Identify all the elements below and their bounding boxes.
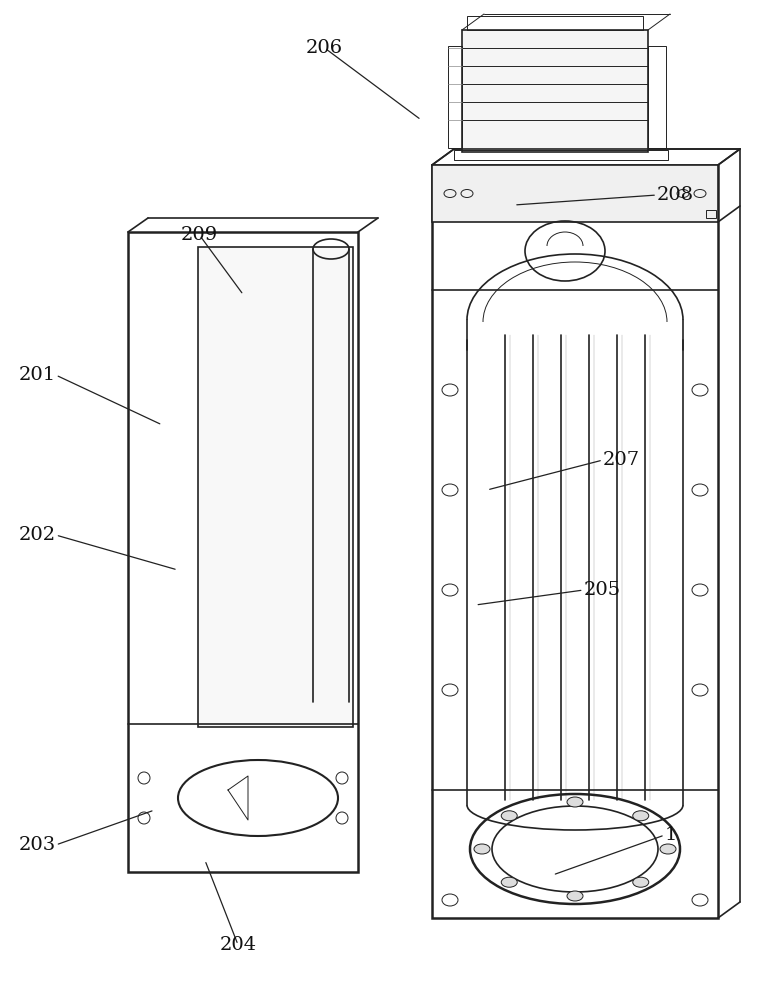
Bar bbox=[706, 210, 716, 218]
Polygon shape bbox=[228, 776, 248, 820]
Bar bbox=[448, 46, 462, 148]
Text: 207: 207 bbox=[603, 451, 640, 469]
Bar bbox=[467, 16, 643, 30]
Bar bbox=[128, 232, 358, 872]
Bar bbox=[432, 165, 718, 918]
Text: 1: 1 bbox=[665, 826, 677, 844]
Text: 208: 208 bbox=[657, 186, 694, 204]
Ellipse shape bbox=[567, 797, 583, 807]
Ellipse shape bbox=[474, 844, 490, 854]
Ellipse shape bbox=[501, 811, 517, 821]
Text: 202: 202 bbox=[19, 526, 56, 544]
Ellipse shape bbox=[501, 877, 517, 887]
Text: 203: 203 bbox=[19, 836, 56, 854]
Text: 204: 204 bbox=[220, 936, 257, 954]
Ellipse shape bbox=[633, 811, 649, 821]
Text: 206: 206 bbox=[306, 39, 343, 57]
Ellipse shape bbox=[633, 877, 649, 887]
Ellipse shape bbox=[660, 844, 676, 854]
Bar bbox=[432, 165, 718, 222]
Text: 209: 209 bbox=[181, 226, 218, 244]
Text: 201: 201 bbox=[19, 366, 56, 384]
Ellipse shape bbox=[567, 891, 583, 901]
Bar bbox=[648, 46, 666, 148]
Text: 205: 205 bbox=[584, 581, 621, 599]
Bar bbox=[454, 150, 668, 160]
Bar bbox=[462, 30, 648, 152]
Bar bbox=[198, 247, 353, 727]
